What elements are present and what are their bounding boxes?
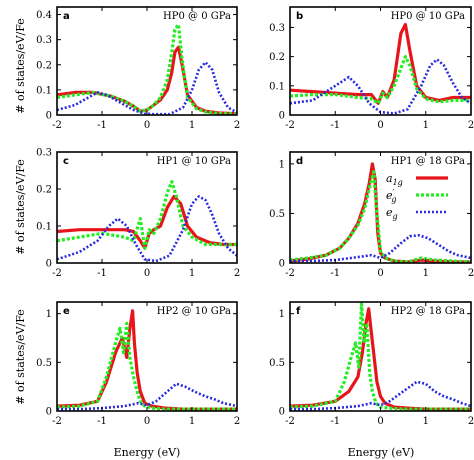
series-line-c-a1g	[57, 194, 237, 250]
ytick-label-f: 0.5	[269, 358, 285, 369]
legend-label-a1g: a1g	[386, 172, 403, 187]
xtick-label-e: 1	[189, 416, 195, 427]
panel-letter-b: b	[296, 11, 303, 22]
panel-f: -2 -1 0 1 200.51 f HP2 @ 18 GPa	[269, 301, 474, 427]
ytick-label-e: 0.5	[36, 358, 52, 369]
xtick-label-c: 1	[189, 268, 195, 279]
xtick-label-f: -1	[330, 416, 340, 427]
ytick-label-b: 0.1	[269, 81, 285, 92]
ylabel-row1: # of states/eV/Fe	[14, 18, 27, 114]
panel-title-c: HP1 @ 10 GPa	[157, 156, 231, 167]
series-line-a-eg-prime	[57, 23, 237, 115]
xtick-label-b: -2	[285, 120, 295, 131]
xtick-label-a: -1	[97, 120, 107, 131]
panel-b: -2 -1 0 1 2 0 0.1 0.2 0.3 b HP0 @ 10 GPa	[269, 6, 474, 131]
xtick-label-e: -1	[97, 416, 107, 427]
xlabel-left: Energy (eV)	[114, 446, 181, 459]
xtick-label-c: -1	[97, 268, 107, 279]
series-line-d-eg	[290, 234, 471, 263]
ytick-label-d: 0	[279, 259, 285, 270]
xtick-label-a: 1	[189, 120, 195, 131]
series-line-a-eg	[57, 61, 237, 115]
xtick-label-a: 2	[234, 120, 240, 131]
xtick-label-f: 0	[377, 416, 383, 427]
ytick-label-c: 0.3	[36, 148, 52, 159]
ytick-label-a: 0.3	[36, 35, 52, 46]
xtick-label-c: 2	[234, 268, 240, 279]
series-line-c-eg	[57, 195, 237, 263]
ylabel-row3: # of states/eV/Fe	[14, 309, 27, 405]
xtick-label-e: -2	[52, 416, 62, 427]
ytick-label-b: 0	[279, 111, 285, 122]
series-line-d-eg-prime	[290, 170, 471, 263]
series-line-e-a1g	[57, 309, 237, 411]
ytick-label-c: 0.1	[36, 222, 52, 233]
xtick-label-e: 0	[144, 416, 150, 427]
series-line-b-a1g	[290, 22, 471, 105]
panel-letter-e: e	[63, 306, 70, 317]
xtick-label-b: 1	[423, 120, 429, 131]
ytick-label-b: 0.3	[269, 23, 285, 34]
xtick-label-a: -2	[52, 120, 62, 131]
ytick-label-f: 1	[279, 309, 285, 320]
legend-label-eg: eg	[386, 206, 398, 221]
panel-letter-f: f	[296, 306, 301, 317]
plot-frame-e	[56, 301, 238, 412]
xtick-label-d: 1	[423, 268, 429, 279]
ytick-label-c: 0.2	[36, 185, 52, 196]
xtick-label-e: 2	[234, 416, 240, 427]
ytick-label-b: 0.2	[269, 52, 285, 63]
panel-letter-a: a	[63, 11, 70, 22]
xtick-label-d: 0	[377, 268, 383, 279]
xtick-label-f: 1	[423, 416, 429, 427]
xtick-label-d: -2	[285, 268, 295, 279]
xtick-label-c: 0	[144, 268, 150, 279]
ylabel-row2: # of states/eV/Fe	[14, 159, 27, 255]
xtick-label-d: -1	[330, 268, 340, 279]
ytick-label-e: 0	[46, 407, 52, 418]
xtick-label-b: 0	[377, 120, 383, 131]
series-line-b-eg	[290, 58, 471, 115]
xtick-label-f: 2	[468, 416, 474, 427]
series-line-a-a1g	[57, 45, 237, 115]
xtick-label-d: 2	[468, 268, 474, 279]
xlabel-right: Energy (eV)	[348, 446, 415, 459]
series-line-e-eg-prime	[57, 321, 237, 411]
panel-e: -2 -1 0 1 200.51 e HP2 @ 10 GPa	[36, 301, 240, 427]
ytick-label-d: 0.5	[269, 209, 285, 220]
panel-letter-d: d	[296, 156, 303, 167]
xtick-label-b: 2	[468, 120, 474, 131]
panel-title-e: HP2 @ 10 GPa	[157, 306, 231, 317]
xtick-label-b: -1	[330, 120, 340, 131]
ytick-label-f: 0	[279, 407, 285, 418]
ytick-label-a: 0.4	[36, 10, 52, 21]
series-line-b-eg-prime	[290, 55, 471, 105]
series-line-f-eg-prime	[290, 302, 471, 411]
xtick-label-a: 0	[144, 120, 150, 131]
ytick-label-e: 1	[46, 309, 52, 320]
ytick-label-c: 0	[46, 259, 52, 270]
series-line-c-eg-prime	[57, 180, 237, 250]
panel-a: -2 -1 0 1 2 0 0.1 0.2 0.3 0.4 a HP0 @ 0 GPa	[36, 6, 240, 131]
ytick-label-a: 0	[46, 111, 52, 122]
ytick-label-a: 0.1	[36, 85, 52, 96]
xtick-label-c: -2	[52, 268, 62, 279]
ytick-label-d: 1	[279, 159, 285, 170]
panel-c: -2 -1 0 1 2 0 0.1 0.2 0.3 c HP1 @ 10 GPa	[36, 148, 240, 280]
series-line-f-eg	[290, 380, 471, 411]
series-line-e-eg	[57, 382, 237, 411]
panel-letter-c: c	[63, 156, 69, 167]
panel-title-a: HP0 @ 0 GPa	[163, 11, 231, 22]
legend-label-eg-prime: e′ g	[386, 188, 396, 204]
panel-title-f: HP2 @ 18 GPa	[391, 306, 465, 317]
ytick-label-a: 0.2	[36, 60, 52, 71]
series-line-f-a1g	[290, 307, 471, 411]
xtick-label-f: -2	[285, 416, 295, 427]
panel-title-d: HP1 @ 18 GPa	[391, 156, 465, 167]
panel-title-b: HP0 @ 10 GPa	[391, 11, 465, 22]
